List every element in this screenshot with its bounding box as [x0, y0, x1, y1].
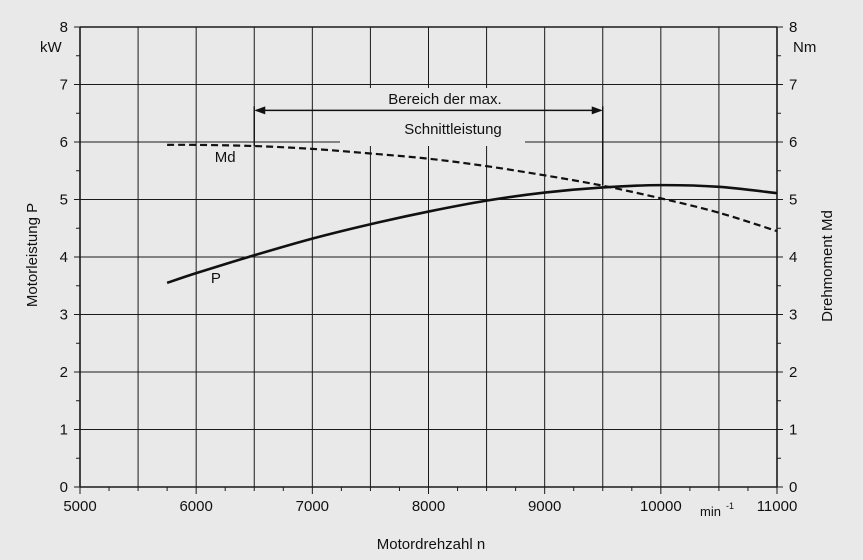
y-left-tick-label: 2	[60, 364, 68, 381]
region-arrow-right-head	[591, 106, 603, 115]
region-arrow-left-head	[254, 106, 266, 115]
region-label-bg	[340, 88, 525, 146]
y-right-unit: Nm	[793, 39, 816, 56]
x-tick-label: 10000	[640, 498, 682, 515]
y-right-tick-label: 4	[789, 249, 797, 266]
x-tick-label: 9000	[528, 498, 561, 515]
y-left-axis-title: Motorleistung P	[24, 203, 41, 307]
y-right-tick-label: 0	[789, 479, 797, 496]
region-label-line1: Bereich der max.	[388, 91, 501, 108]
region-label-line2: Schnittleistung	[404, 121, 502, 138]
y-left-tick-label: 5	[60, 192, 68, 209]
y-right-tick-label: 1	[789, 422, 797, 439]
y-left-tick-labels: 0 1 2 3 4 5 6 7 8	[60, 19, 68, 496]
y-right-tick-label: 8	[789, 19, 797, 36]
y-right-tick-label: 2	[789, 364, 797, 381]
x-tick-label: 11000	[757, 498, 798, 515]
y-right-tick-labels: 0 1 2 3 4 5 6 7 8	[789, 19, 797, 496]
series-P-line	[166, 183, 778, 285]
y-left-tick-label: 1	[60, 422, 68, 439]
x-unit-exponent: -1	[726, 501, 734, 511]
y-left-tick-label: 4	[60, 249, 68, 266]
y-right-tick-label: 3	[789, 307, 797, 324]
series-Md-line	[167, 143, 778, 233]
y-left-tick-label: 0	[60, 479, 68, 496]
x-tick-labels: 5000 6000 7000 8000 9000 10000 11000	[63, 498, 797, 515]
y-right-axis-title: Drehmoment Md	[819, 210, 836, 322]
y-left-tick-label: 3	[60, 307, 68, 324]
series-Md-label: Md	[215, 149, 236, 166]
y-left-tick-label: 7	[60, 77, 68, 94]
y-left-unit: kW	[40, 39, 63, 56]
series-P-label: P	[211, 270, 221, 287]
minor-ticks	[74, 26, 783, 494]
y-left-tick-label: 6	[60, 134, 68, 151]
x-tick-label: 6000	[179, 498, 212, 515]
series-lines	[166, 143, 778, 285]
x-tick-label: 8000	[412, 498, 445, 515]
y-right-tick-label: 6	[789, 134, 797, 151]
y-right-tick-label: 7	[789, 77, 797, 94]
y-right-tick-label: 5	[789, 192, 797, 209]
label-Md-bg	[213, 149, 239, 169]
y-left-tick-label: 8	[60, 19, 68, 36]
x-tick-label: 7000	[296, 498, 329, 515]
x-tick-label: 5000	[63, 498, 96, 515]
annotations: Bereich der max. Schnittleistung Md P	[211, 88, 604, 287]
x-axis-title: Motordrehzahl n	[377, 536, 485, 553]
x-unit: min	[700, 504, 721, 519]
